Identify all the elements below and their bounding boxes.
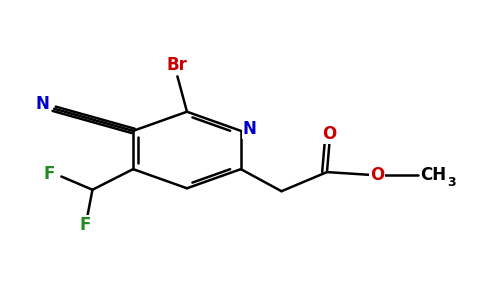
Text: N: N [242, 120, 257, 138]
Text: 3: 3 [448, 176, 456, 189]
Text: F: F [79, 216, 91, 234]
Text: CH: CH [420, 166, 446, 184]
Text: F: F [44, 165, 55, 183]
Text: Br: Br [167, 56, 188, 74]
Text: O: O [322, 125, 336, 143]
Text: O: O [370, 166, 384, 184]
Text: N: N [35, 95, 49, 113]
